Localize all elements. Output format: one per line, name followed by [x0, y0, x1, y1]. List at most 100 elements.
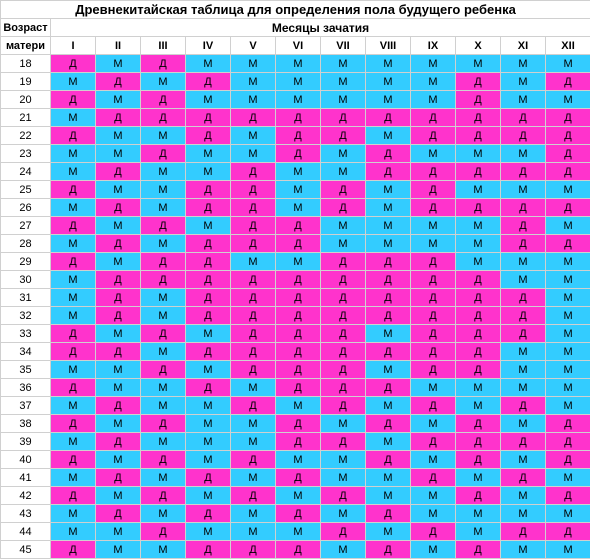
grid-cell: М — [51, 199, 96, 217]
grid-cell: Д — [276, 289, 321, 307]
grid-cell: Д — [141, 253, 186, 271]
grid-cell: Д — [51, 451, 96, 469]
age-cell: 25 — [1, 181, 51, 199]
grid-cell: Д — [456, 343, 501, 361]
grid-cell: М — [186, 433, 231, 451]
grid-cell: М — [321, 469, 366, 487]
grid-cell: Д — [546, 487, 590, 505]
grid-cell: Д — [321, 127, 366, 145]
grid-cell: М — [456, 145, 501, 163]
grid-cell: М — [456, 235, 501, 253]
grid-cell: Д — [96, 505, 141, 523]
grid-cell: М — [51, 73, 96, 91]
grid-cell: М — [51, 271, 96, 289]
grid-cell: Д — [96, 271, 141, 289]
grid-cell: Д — [501, 217, 546, 235]
grid-cell: Д — [546, 73, 590, 91]
data-row: 32МДМДДДДДДДДМ — [1, 307, 590, 325]
grid-cell: Д — [141, 91, 186, 109]
grid-cell: Д — [231, 487, 276, 505]
grid-cell: М — [501, 271, 546, 289]
grid-cell: Д — [141, 55, 186, 73]
age-cell: 42 — [1, 487, 51, 505]
data-row: 18ДМДМММММММММ — [1, 55, 590, 73]
grid-cell: Д — [51, 217, 96, 235]
age-cell: 22 — [1, 127, 51, 145]
grid-cell: М — [231, 433, 276, 451]
age-cell: 36 — [1, 379, 51, 397]
grid-cell: Д — [411, 361, 456, 379]
grid-cell: М — [546, 217, 590, 235]
grid-cell: Д — [366, 163, 411, 181]
grid-cell: Д — [501, 109, 546, 127]
grid-cell: М — [96, 451, 141, 469]
age-cell: 20 — [1, 91, 51, 109]
grid-cell: М — [186, 487, 231, 505]
grid-cell: Д — [366, 289, 411, 307]
grid-cell: Д — [276, 505, 321, 523]
grid-cell: Д — [411, 199, 456, 217]
grid-cell: М — [276, 523, 321, 541]
grid-cell: М — [231, 253, 276, 271]
grid-cell: Д — [321, 307, 366, 325]
grid-cell: М — [186, 523, 231, 541]
grid-cell: М — [231, 91, 276, 109]
grid-cell: М — [546, 91, 590, 109]
grid-cell: Д — [546, 163, 590, 181]
grid-cell: М — [186, 451, 231, 469]
grid-cell: М — [96, 217, 141, 235]
grid-cell: Д — [51, 127, 96, 145]
grid-cell: М — [276, 487, 321, 505]
grid-cell: М — [51, 361, 96, 379]
grid-cell: Д — [411, 271, 456, 289]
grid-cell: М — [366, 127, 411, 145]
grid-cell: М — [366, 217, 411, 235]
grid-cell: Д — [501, 163, 546, 181]
grid-cell: Д — [321, 397, 366, 415]
grid-cell: М — [546, 289, 590, 307]
grid-cell: Д — [366, 307, 411, 325]
age-cell: 44 — [1, 523, 51, 541]
grid-cell: Д — [96, 307, 141, 325]
grid-cell: Д — [321, 109, 366, 127]
grid-cell: М — [186, 55, 231, 73]
grid-cell: М — [501, 343, 546, 361]
grid-cell: М — [276, 91, 321, 109]
grid-cell: М — [141, 289, 186, 307]
grid-cell: Д — [321, 343, 366, 361]
grid-cell: М — [141, 73, 186, 91]
grid-cell: М — [321, 55, 366, 73]
grid-cell: М — [276, 163, 321, 181]
grid-cell: Д — [546, 235, 590, 253]
grid-cell: М — [51, 163, 96, 181]
grid-cell: М — [411, 505, 456, 523]
grid-cell: Д — [276, 433, 321, 451]
grid-cell: М — [186, 325, 231, 343]
grid-cell: Д — [231, 289, 276, 307]
data-row: 41МДМДМДММДМДМ — [1, 469, 590, 487]
grid-cell: Д — [321, 379, 366, 397]
grid-cell: М — [141, 307, 186, 325]
grid-cell: Д — [96, 433, 141, 451]
grid-cell: М — [96, 379, 141, 397]
grid-cell: Д — [96, 235, 141, 253]
grid-cell: М — [546, 271, 590, 289]
grid-cell: М — [501, 505, 546, 523]
grid-cell: Д — [411, 523, 456, 541]
grid-cell: Д — [546, 145, 590, 163]
grid-cell: М — [546, 55, 590, 73]
grid-cell: Д — [366, 145, 411, 163]
grid-cell: М — [96, 523, 141, 541]
grid-cell: Д — [186, 109, 231, 127]
month-header-7: VII — [321, 37, 366, 55]
grid-cell: Д — [321, 199, 366, 217]
grid-cell: М — [96, 127, 141, 145]
grid-cell: М — [96, 415, 141, 433]
age-cell: 31 — [1, 289, 51, 307]
grid-cell: Д — [276, 145, 321, 163]
data-row: 26МДМДДМДМДДДД — [1, 199, 590, 217]
grid-cell: М — [51, 433, 96, 451]
age-cell: 43 — [1, 505, 51, 523]
grid-cell: Д — [141, 487, 186, 505]
age-cell: 18 — [1, 55, 51, 73]
